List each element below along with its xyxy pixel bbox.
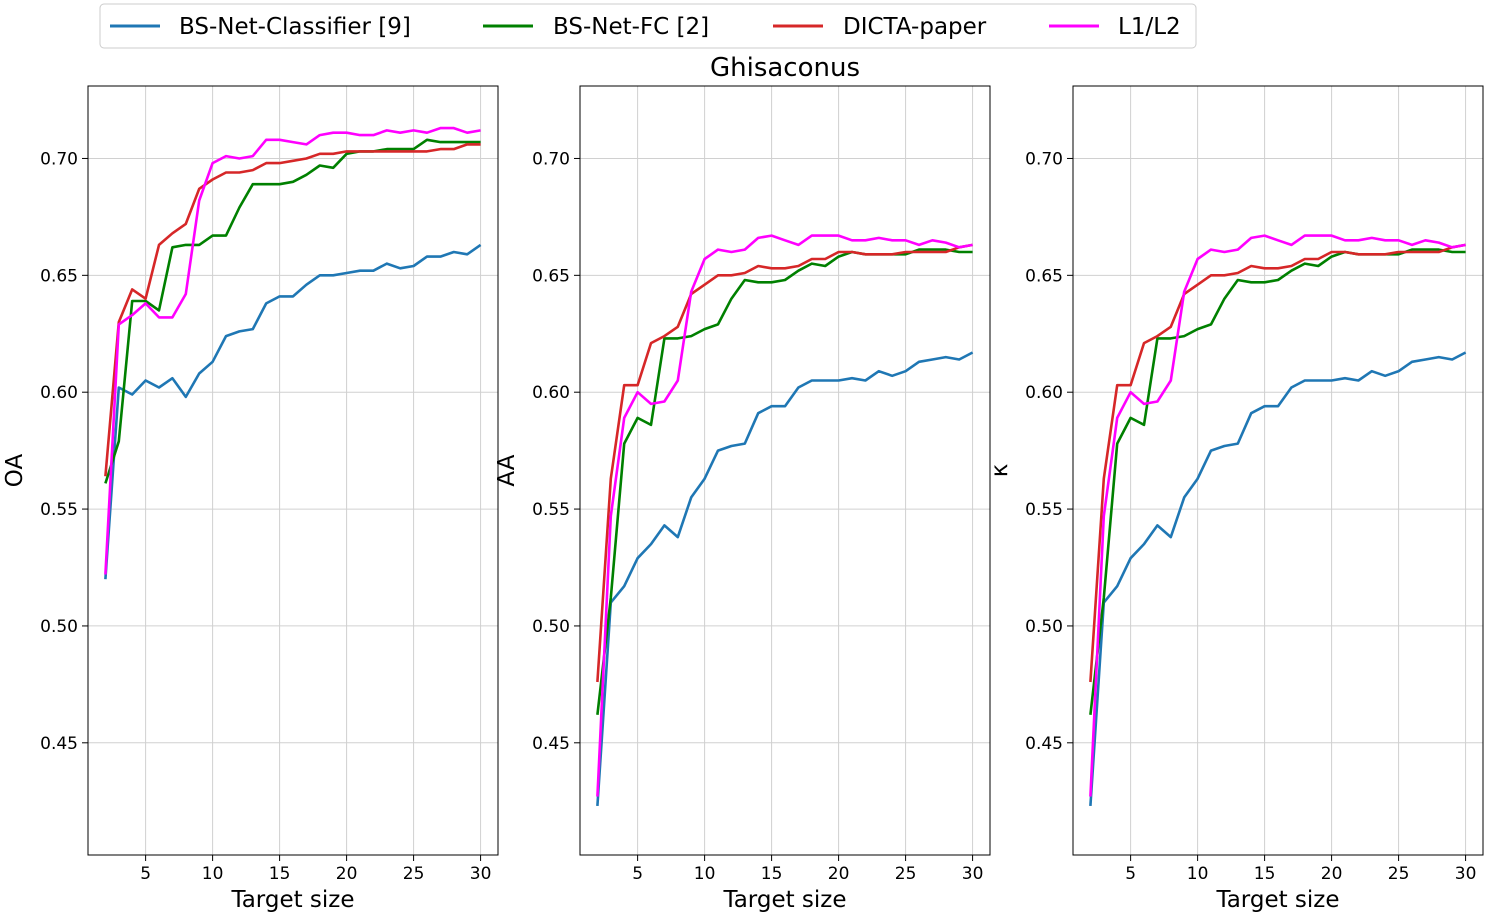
y-tick-label: 0.60 [1025,383,1063,403]
x-tick-label: 10 [202,864,224,884]
legend-label-dicta-paper: DICTA-paper [843,14,987,40]
x-tick-label: 10 [694,864,716,884]
x-tick-label: 30 [1455,864,1477,884]
x-tick-label: 5 [632,864,643,884]
legend-frame [99,3,1197,49]
y-tick-label: 0.50 [532,617,570,637]
series-line-dicta-paper [1089,243,1466,683]
series-line-dicta-paper [104,143,481,477]
series-line-l1-l2 [596,234,973,797]
x-tick-label: 20 [1321,864,1343,884]
y-axis-label-oa: OA [2,454,28,488]
y-tick-label: 0.50 [40,617,78,637]
y-tick-label: 0.60 [40,383,78,403]
y-tick-label: 0.45 [532,734,570,754]
legend-label-l1-l2: L1/L2 [1118,14,1181,40]
x-tick-label: 5 [1125,864,1136,884]
x-axis-label: Target size [722,887,846,913]
series-line-bs-net-fc [104,138,481,484]
y-tick-label: 0.45 [40,734,78,754]
y-tick-label: 0.70 [1025,149,1063,169]
y-tick-label: 0.70 [40,149,78,169]
x-tick-label: 20 [336,864,358,884]
y-axis-label-kappa: κ [987,464,1013,478]
y-tick-label: 0.45 [1025,734,1063,754]
y-tick-label: 0.55 [1025,500,1063,520]
chart-title: Ghisaconus [710,53,860,83]
panel-kappa: 5 10 15 20 25 30 0.45 0.50 0.55 0.60 0.65 0.70 Targe… [987,85,1484,913]
series-line-l1-l2 [104,126,481,575]
y-tick-label: 0.55 [532,500,570,520]
legend-label-bs-net-fc: BS-Net-FC [2] [553,14,709,40]
y-tick-label: 0.60 [532,383,570,403]
x-tick-label: 15 [1254,864,1276,884]
plot-frame [87,85,499,856]
x-tick-label: 30 [470,864,492,884]
x-tick-label: 20 [828,864,850,884]
x-axis-label: Target size [230,887,354,913]
legend: BS-Net-Classifier [9] BS-Net-FC [2] DICT… [99,3,1197,49]
series-line-bs-net-classifier [1089,351,1467,806]
series-line-bs-net-classifier [104,243,482,580]
x-axis-label: Target size [1215,887,1339,913]
series-line-l1-l2 [1089,234,1466,797]
y-tick-label: 0.65 [40,266,78,286]
plot-frame [579,85,991,856]
legend-label-bs-net-classifier: BS-Net-Classifier [9] [179,14,411,40]
plot-frame [1072,85,1484,856]
x-tick-label: 25 [1388,864,1410,884]
series-line-dicta-paper [596,243,973,683]
legend-entry: BS-Net-FC [2] [483,14,709,40]
series-line-bs-net-classifier [596,351,974,806]
y-tick-label: 0.55 [40,500,78,520]
x-tick-label: 25 [403,864,425,884]
panel-aa: 5 10 15 20 25 30 0.45 0.50 0.55 0.60 0.65 0.70 Targe… [494,85,991,913]
y-tick-label: 0.50 [1025,617,1063,637]
legend-entry: L1/L2 [1049,14,1181,40]
x-tick-label: 15 [761,864,783,884]
legend-entry: BS-Net-Classifier [9] [110,14,411,40]
panel-oa: 5 10 15 20 25 30 0.45 0.50 0.55 0.60 0.65 0.70 Targe… [2,85,499,913]
y-tick-label: 0.70 [532,149,570,169]
y-tick-label: 0.65 [532,266,570,286]
x-tick-label: 30 [962,864,984,884]
y-tick-label: 0.65 [1025,266,1063,286]
legend-entry: DICTA-paper [773,14,987,40]
x-tick-label: 10 [1187,864,1209,884]
x-tick-label: 25 [895,864,917,884]
y-axis-label-aa: AA [494,454,520,486]
x-tick-label: 15 [269,864,291,884]
x-tick-label: 5 [140,864,151,884]
